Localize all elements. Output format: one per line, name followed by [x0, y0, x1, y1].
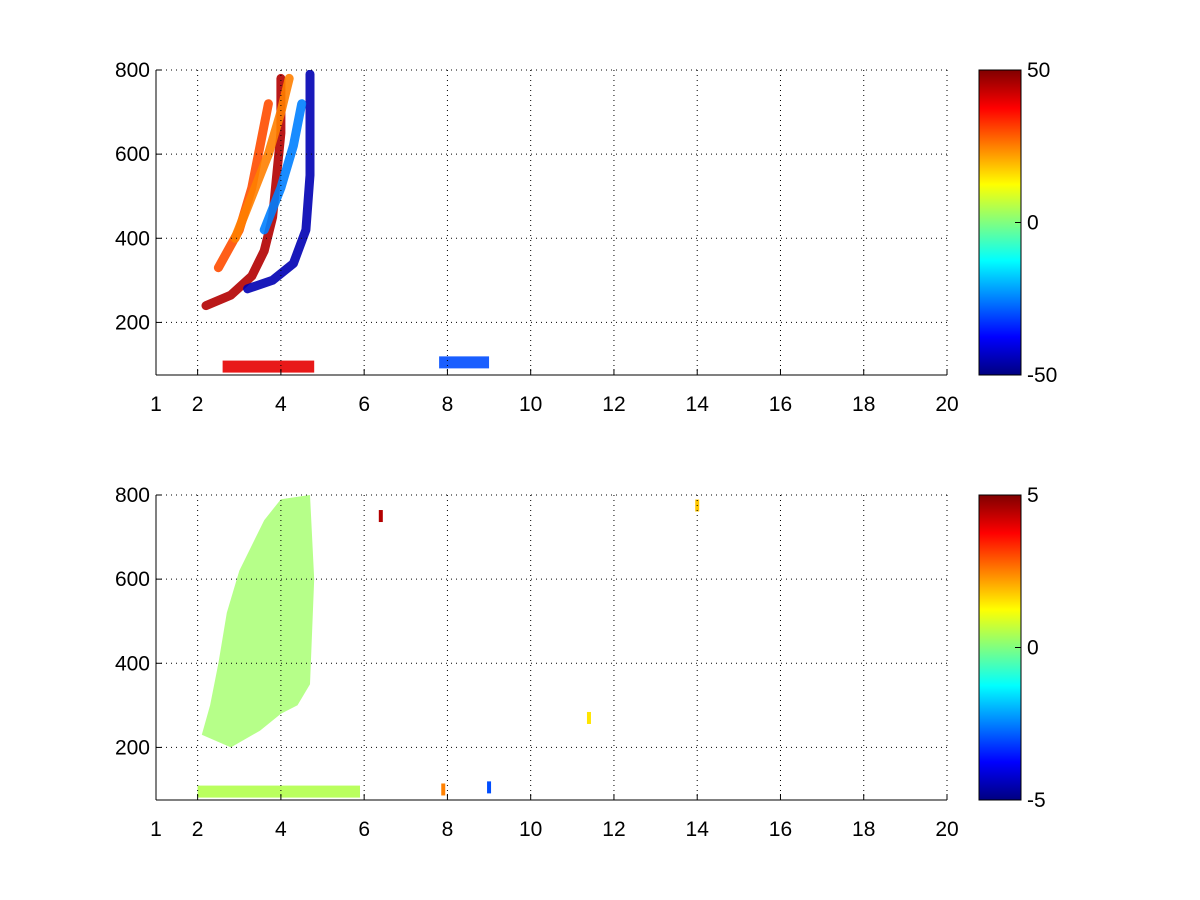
heatmap-curve	[230, 73, 294, 243]
x-tick-label: 1	[150, 393, 162, 416]
heatmap-spot	[487, 781, 492, 794]
x-tick-label: 6	[358, 393, 370, 416]
y-tick-label: 200	[115, 736, 150, 759]
colorbar	[978, 494, 1022, 801]
heatmap-curve	[201, 73, 286, 311]
x-tick-label: 8	[442, 393, 454, 416]
heatmap-band	[197, 785, 360, 798]
x-tick-label: 14	[686, 818, 710, 841]
x-tick-label: 16	[769, 818, 792, 841]
x-tick-label: 20	[935, 818, 958, 841]
y-tick-label: 600	[115, 568, 150, 591]
x-tick-label: 10	[519, 818, 542, 841]
x-tick-label: 8	[442, 818, 454, 841]
x-tick-label: 18	[852, 818, 875, 841]
y-tick-label: 400	[115, 227, 150, 250]
x-tick-label: 20	[935, 393, 958, 416]
heatmap-spot	[586, 711, 591, 724]
colorbar-tick-label: 0	[1027, 637, 1039, 660]
heatmap-band	[222, 360, 315, 373]
x-tick-label: 2	[192, 393, 204, 416]
x-tick-label: 1	[150, 818, 162, 841]
x-tick-label: 12	[602, 818, 625, 841]
heatmap-curve	[259, 99, 307, 235]
heatmap-band	[439, 356, 490, 369]
y-tick-label: 800	[115, 59, 150, 82]
y-tick-label: 800	[115, 484, 150, 507]
colorbar-tick-label: -5	[1027, 789, 1046, 812]
colorbar-tick-label: 50	[1027, 59, 1050, 82]
x-tick-label: 10	[519, 393, 542, 416]
colorbar-tick-label: 0	[1027, 212, 1039, 235]
heatmap-curve	[243, 70, 315, 294]
heatmap-region	[201, 495, 315, 748]
heatmap-spot	[441, 783, 446, 796]
heatmap-spot	[378, 510, 383, 523]
x-tick-label: 12	[602, 393, 625, 416]
x-tick-label: 14	[686, 393, 710, 416]
colorbar-tick-label: 5	[1027, 484, 1039, 507]
x-tick-label: 4	[275, 818, 287, 841]
heatmap-curve	[213, 99, 273, 273]
colorbar	[978, 69, 1022, 376]
colorbar-tick-label: -50	[1027, 364, 1057, 387]
x-tick-label: 6	[358, 818, 370, 841]
heatmap-area	[197, 495, 700, 798]
x-tick-label: 16	[769, 393, 792, 416]
x-tick-label: 4	[275, 393, 287, 416]
y-tick-label: 200	[115, 311, 150, 334]
x-tick-label: 2	[192, 818, 204, 841]
y-tick-label: 400	[115, 652, 150, 675]
heatmap-area	[201, 70, 490, 373]
x-tick-label: 18	[852, 393, 875, 416]
y-tick-label: 600	[115, 143, 150, 166]
